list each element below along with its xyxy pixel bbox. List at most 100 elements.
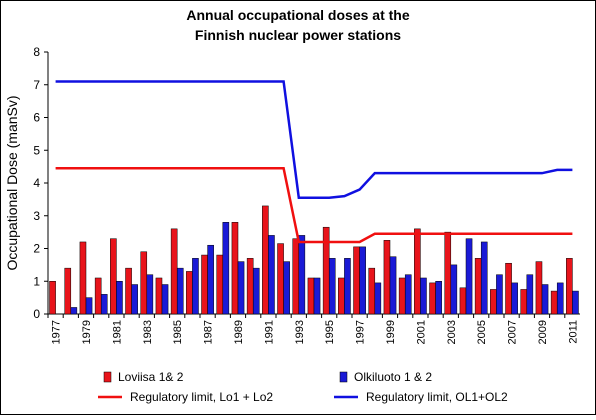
x-tick-label: 1985 <box>172 320 184 344</box>
line <box>55 80 573 199</box>
bar <box>70 307 78 315</box>
x-tick-label: 1993 <box>294 320 306 344</box>
bar <box>535 261 543 315</box>
x-tick-label: 1991 <box>263 320 275 344</box>
bar <box>368 267 376 315</box>
bar <box>313 277 321 315</box>
bar <box>125 267 132 315</box>
x-tick-label: 1989 <box>233 320 245 344</box>
x-tick-label: 1987 <box>203 320 215 344</box>
x-tick-label: 1999 <box>385 320 397 344</box>
bar <box>307 277 315 315</box>
bar <box>116 281 123 315</box>
x-tick-label: 1997 <box>355 320 367 344</box>
bar <box>176 267 184 315</box>
bar <box>566 258 573 315</box>
bar <box>85 297 93 315</box>
bar <box>246 258 254 315</box>
bar <box>222 222 230 315</box>
y-tick-label: 7 <box>33 78 40 92</box>
x-tick-label: 1979 <box>81 320 93 344</box>
x-tick-label: 2009 <box>537 320 549 344</box>
legend-swatch <box>339 371 348 383</box>
bar <box>322 226 330 315</box>
bar <box>298 235 306 315</box>
bar <box>383 240 391 315</box>
bar <box>505 262 512 315</box>
bar <box>444 231 452 315</box>
bar <box>465 238 473 315</box>
bar <box>490 289 497 315</box>
y-tick-label: 5 <box>33 143 40 157</box>
bar <box>252 267 260 315</box>
line <box>55 167 573 244</box>
bar <box>100 294 108 315</box>
bar <box>374 282 382 315</box>
y-tick-label: 0 <box>33 307 40 321</box>
bar <box>155 277 163 315</box>
bar <box>435 281 442 315</box>
bar <box>283 261 290 315</box>
x-tick-label: 2011 <box>567 320 579 344</box>
bar <box>338 277 345 315</box>
bar <box>398 277 406 315</box>
bar <box>353 246 360 315</box>
bar <box>572 290 579 315</box>
legend-label: Loviisa 1& 2 <box>118 370 184 384</box>
legend-label: Regulatory limit, Lo1 + Lo2 <box>130 390 273 404</box>
bar <box>520 289 528 315</box>
bar <box>192 258 199 315</box>
y-tick-label: 1 <box>33 274 40 288</box>
bar <box>216 254 224 315</box>
bar <box>429 282 436 315</box>
bar <box>459 287 467 315</box>
bar <box>474 258 482 315</box>
bar <box>79 241 87 315</box>
y-axis-label: Occupational Dose (manSv) <box>4 95 20 270</box>
bar <box>161 284 169 315</box>
bar <box>344 258 351 315</box>
bar <box>550 290 558 315</box>
bar <box>140 251 148 315</box>
bar <box>231 222 239 315</box>
bar <box>277 243 284 315</box>
y-tick-label: 8 <box>33 45 40 59</box>
bar <box>170 228 178 315</box>
bar <box>131 284 138 315</box>
bar <box>496 274 503 315</box>
bar <box>237 261 245 315</box>
bar <box>511 282 518 315</box>
x-tick-label: 1983 <box>142 320 154 344</box>
bar <box>292 238 300 315</box>
y-tick-label: 2 <box>33 242 40 256</box>
bar <box>207 244 214 315</box>
x-tick-label: 2001 <box>415 320 427 344</box>
bar <box>49 281 56 315</box>
x-tick-label: 1995 <box>324 320 336 344</box>
chart-title: Finnish nuclear power stations <box>195 27 401 43</box>
bar <box>389 256 397 315</box>
x-tick-label: 2005 <box>476 320 488 344</box>
bar <box>420 277 427 315</box>
bar <box>450 264 458 315</box>
bar <box>480 241 488 315</box>
x-tick-label: 1977 <box>51 320 63 344</box>
chart-title: Annual occupational doses at the <box>186 7 409 23</box>
x-tick-label: 2007 <box>507 320 519 344</box>
bar <box>262 205 269 315</box>
legend-swatch <box>103 371 112 383</box>
x-tick-label: 2003 <box>446 320 458 344</box>
legend-label: Olkiluoto 1 & 2 <box>354 370 432 384</box>
bar <box>146 274 154 315</box>
bar <box>541 284 549 315</box>
bar <box>404 274 412 315</box>
x-tick-label: 1981 <box>111 320 123 344</box>
bar <box>414 228 421 315</box>
y-tick-label: 6 <box>33 111 40 125</box>
bar <box>110 238 117 315</box>
bar <box>526 274 534 315</box>
bar <box>201 254 208 315</box>
bar <box>268 235 275 315</box>
